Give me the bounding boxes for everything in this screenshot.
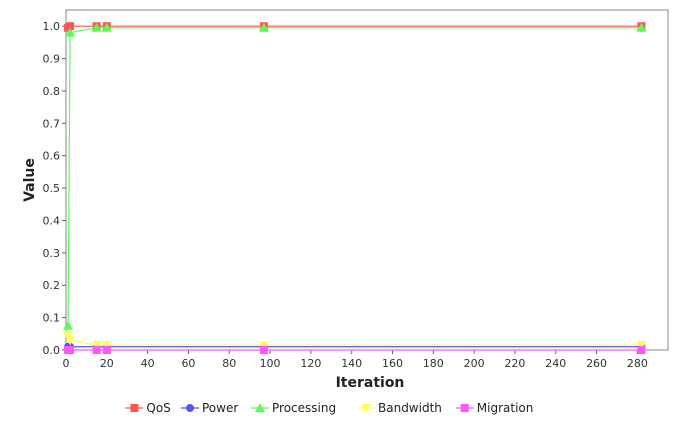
data-point-processing [65,27,76,37]
data-point-migration [637,346,646,354]
y-axis-ticks: 0.0 0.1 0.2 0.3 0.4 0.5 0.6 0.7 0.8 0.9 1.0 [43,20,66,357]
data-point-processing [101,22,112,32]
y-axis-title: Value [22,158,38,202]
legend-marker [255,403,265,412]
y-tick-label: 0.4 [43,214,61,227]
data-point-migration [102,346,111,354]
data-point-processing [63,320,74,330]
legend-label: Power [202,401,238,415]
data-point-bandwidth [65,336,76,346]
legend-item-qos: QoS [125,401,171,415]
y-tick-label: 0.3 [43,247,61,260]
x-axis-ticks: 0 20 40 60 80 100 120 140 160 180 200 220 240 260 280 [63,350,648,370]
legend-item-bandwidth: Bandwidth [357,401,442,415]
data-point-migration [259,346,268,354]
legend-item-power: Power [181,401,238,415]
plot-area [65,9,669,351]
legend-label: Migration [477,401,534,415]
legend-marker [361,404,371,413]
legend-label: Processing [272,401,336,415]
data-point-migration [92,346,101,354]
y-tick-label: 0.8 [43,85,61,98]
legend-item-processing: Processing [251,401,336,415]
data-point-bandwidth [91,341,102,351]
x-tick-label: 240 [545,357,566,370]
legend-marker [130,404,139,412]
data-point-qos [66,22,75,31]
x-tick-label: 100 [260,357,281,370]
y-tick-label: 1.0 [43,20,61,33]
x-tick-label: 20 [100,357,114,370]
y-tick-label: 0.7 [43,117,61,130]
legend: QoS Power Processing Bandwidth Migration [125,401,533,415]
y-tick-label: 0.6 [43,150,61,163]
data-point-processing [636,22,647,32]
y-tick-label: 0.2 [43,279,61,292]
data-point-bandwidth [63,331,74,341]
x-tick-label: 260 [586,357,607,370]
data-point-migration [66,346,75,354]
data-point-processing [258,22,269,32]
x-tick-label: 60 [181,357,195,370]
data-point-bandwidth [636,341,647,351]
data-point-bandwidth [258,341,269,351]
legend-label: Bandwidth [378,401,442,415]
x-axis-title: Iteration [336,375,405,391]
x-tick-label: 120 [300,357,321,370]
legend-label: QoS [146,401,170,415]
legend-marker [460,404,469,412]
x-tick-label: 140 [341,357,362,370]
x-tick-label: 40 [141,357,155,370]
x-tick-label: 280 [627,357,648,370]
data-point-bandwidth [101,341,112,351]
series-line-processing [67,27,642,326]
legend-marker [186,404,194,412]
x-tick-label: 220 [504,357,525,370]
y-tick-label: 0.1 [43,312,61,325]
x-tick-label: 160 [382,357,403,370]
y-tick-label: 0.9 [43,53,61,66]
series-layer [63,22,647,354]
data-point-processing [91,22,102,32]
legend-item-migration: Migration [455,401,534,415]
y-tick-label: 0.0 [43,344,61,357]
x-tick-label: 80 [222,357,236,370]
x-tick-label: 180 [423,357,444,370]
y-tick-label: 0.5 [43,182,61,195]
x-tick-label: 200 [464,357,485,370]
x-tick-label: 0 [63,357,70,370]
